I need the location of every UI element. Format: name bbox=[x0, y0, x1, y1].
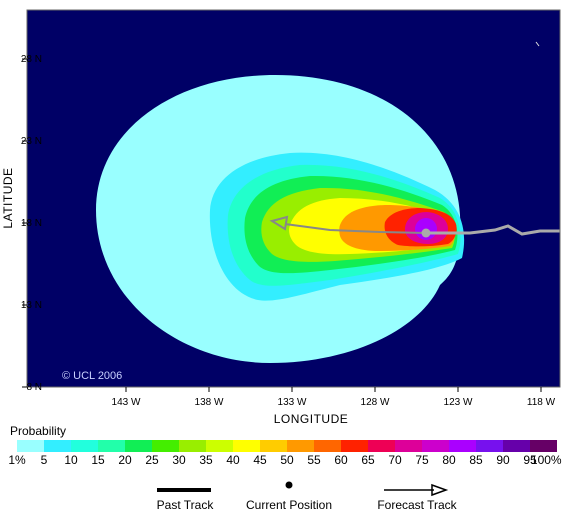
probability-title: Probability bbox=[10, 424, 67, 438]
scale-label: 95 bbox=[523, 453, 537, 467]
legend-current-position: Current Position bbox=[246, 478, 332, 512]
forecast-track-line bbox=[284, 223, 427, 234]
scale-label: 60 bbox=[334, 453, 348, 467]
scale-label: 15 bbox=[91, 453, 105, 467]
scale-swatch bbox=[152, 440, 179, 452]
legend-forecast-track-label: Forecast Track bbox=[377, 498, 457, 512]
x-axis-title: LONGITUDE bbox=[274, 412, 349, 426]
y-axis-title: LATITUDE bbox=[1, 167, 15, 228]
scale-swatch bbox=[449, 440, 476, 452]
scale-swatch bbox=[314, 440, 341, 452]
scale-swatch bbox=[503, 440, 530, 452]
x-tick-label: 123 W bbox=[444, 397, 473, 408]
x-tick-label: 143 W bbox=[112, 397, 141, 408]
current-position-marker bbox=[421, 228, 431, 238]
current-position-symbol bbox=[285, 481, 293, 489]
scale-swatch bbox=[125, 440, 152, 452]
scale-swatch bbox=[71, 440, 98, 452]
legend-forecast-track: Forecast Track bbox=[377, 478, 457, 512]
x-axis-ticks: 143 W 138 W 133 W 128 W 123 W 118 W bbox=[112, 387, 556, 408]
legend-past-track: Past Track bbox=[155, 478, 215, 512]
scale-label: 90 bbox=[496, 453, 510, 467]
scale-label: 40 bbox=[226, 453, 240, 467]
scale-swatch bbox=[179, 440, 206, 452]
x-tick-label: 118 W bbox=[527, 397, 556, 408]
scale-label: 20 bbox=[118, 453, 132, 467]
track-lines bbox=[269, 215, 560, 238]
y-tick-label: 28 N bbox=[21, 54, 42, 65]
scale-label: 100% bbox=[530, 453, 562, 467]
scale-label: 75 bbox=[415, 453, 429, 467]
scale-swatch bbox=[206, 440, 233, 452]
plot-frame bbox=[26, 9, 561, 388]
scale-label: 65 bbox=[361, 453, 375, 467]
scale-label: 50 bbox=[280, 453, 294, 467]
scale-swatch bbox=[98, 440, 125, 452]
scale-swatch bbox=[17, 440, 44, 452]
probability-scale-labels: 1% 5 10 15 20 25 30 35 40 45 50 55 60 65 70 75 80 85 90 95 1… bbox=[0, 453, 580, 467]
scale-label: 25 bbox=[145, 453, 159, 467]
scale-label: 45 bbox=[253, 453, 267, 467]
forecast-arrowhead bbox=[269, 215, 289, 231]
scale-label: 35 bbox=[199, 453, 213, 467]
scale-label: 80 bbox=[442, 453, 456, 467]
x-tick-label: 133 W bbox=[278, 397, 307, 408]
scale-label: 5 bbox=[40, 453, 48, 467]
scale-swatch bbox=[260, 440, 287, 452]
scale-swatch bbox=[44, 440, 71, 452]
scale-label: 55 bbox=[307, 453, 321, 467]
forecast-track-symbol bbox=[384, 483, 449, 497]
scale-label: 10 bbox=[64, 453, 78, 467]
x-tick-label: 138 W bbox=[195, 397, 224, 408]
track-legend: Past Track Current Position Forecast Tra… bbox=[0, 478, 580, 518]
scale-label: 1% bbox=[8, 453, 26, 467]
scale-swatch bbox=[233, 440, 260, 452]
scale-label: 70 bbox=[388, 453, 402, 467]
probability-color-scale bbox=[17, 440, 557, 452]
y-tick-label: 8 N bbox=[26, 382, 42, 393]
legend-past-track-label: Past Track bbox=[156, 498, 214, 512]
coastline-fragment bbox=[535, 41, 540, 47]
y-tick-label: 18 N bbox=[21, 218, 42, 229]
scale-swatch bbox=[368, 440, 395, 452]
y-tick-label: 23 N bbox=[21, 136, 42, 147]
copyright-text: © UCL 2006 bbox=[62, 370, 122, 382]
scale-label: 30 bbox=[172, 453, 186, 467]
past-track-line bbox=[426, 224, 560, 236]
scale-swatch bbox=[530, 440, 557, 452]
y-tick-label: 13 N bbox=[21, 300, 42, 311]
y-axis-ticks: 28 N 23 N 18 N 13 N 8 N bbox=[21, 54, 42, 393]
legend-current-position-label: Current Position bbox=[245, 498, 333, 512]
scale-swatch bbox=[395, 440, 422, 452]
scale-swatch bbox=[422, 440, 449, 452]
x-tick-label: 128 W bbox=[361, 397, 390, 408]
past-track-symbol bbox=[157, 488, 211, 492]
scale-swatch bbox=[287, 440, 314, 452]
scale-swatch bbox=[476, 440, 503, 452]
scale-swatch bbox=[341, 440, 368, 452]
scale-label: 85 bbox=[469, 453, 483, 467]
